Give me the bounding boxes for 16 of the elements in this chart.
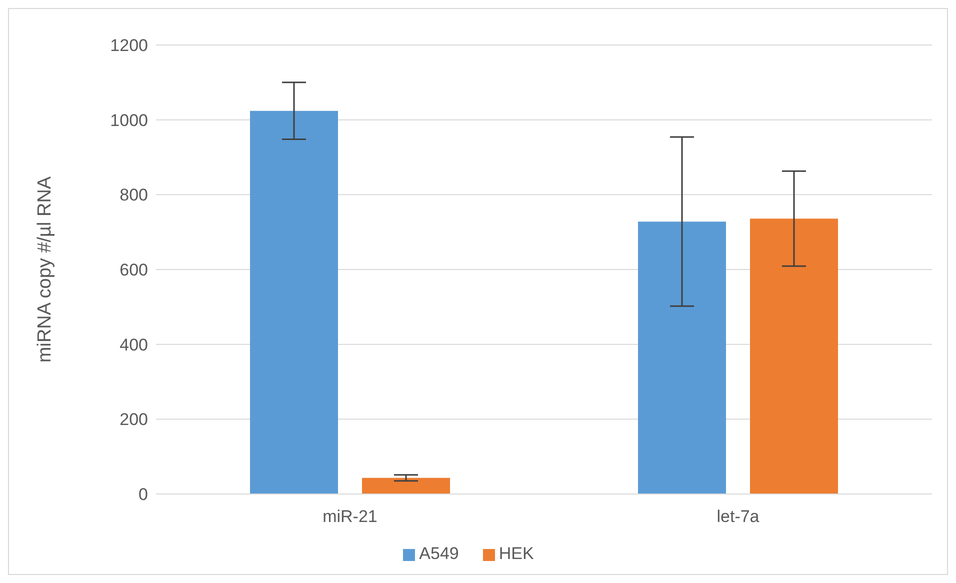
y-tick-label: 1200 (110, 36, 148, 56)
bar (638, 222, 726, 494)
legend-label: A549 (419, 544, 459, 563)
x-tick-label: let-7a (716, 507, 760, 526)
x-tick-label: miR-21 (322, 507, 378, 526)
y-tick-label: 400 (120, 335, 148, 354)
y-tick-label: 1000 (110, 110, 148, 130)
y-tick-label: 200 (120, 410, 148, 430)
y-tick-label: 800 (120, 186, 148, 205)
bar (750, 218, 838, 494)
y-axis-title: miRNA copy #/µl RNA (34, 176, 56, 363)
y-tick-label: 600 (120, 260, 148, 280)
y-tick-label: 0 (138, 485, 148, 504)
legend-label: HEK (498, 544, 534, 563)
bar (250, 110, 338, 494)
bar (362, 478, 450, 494)
